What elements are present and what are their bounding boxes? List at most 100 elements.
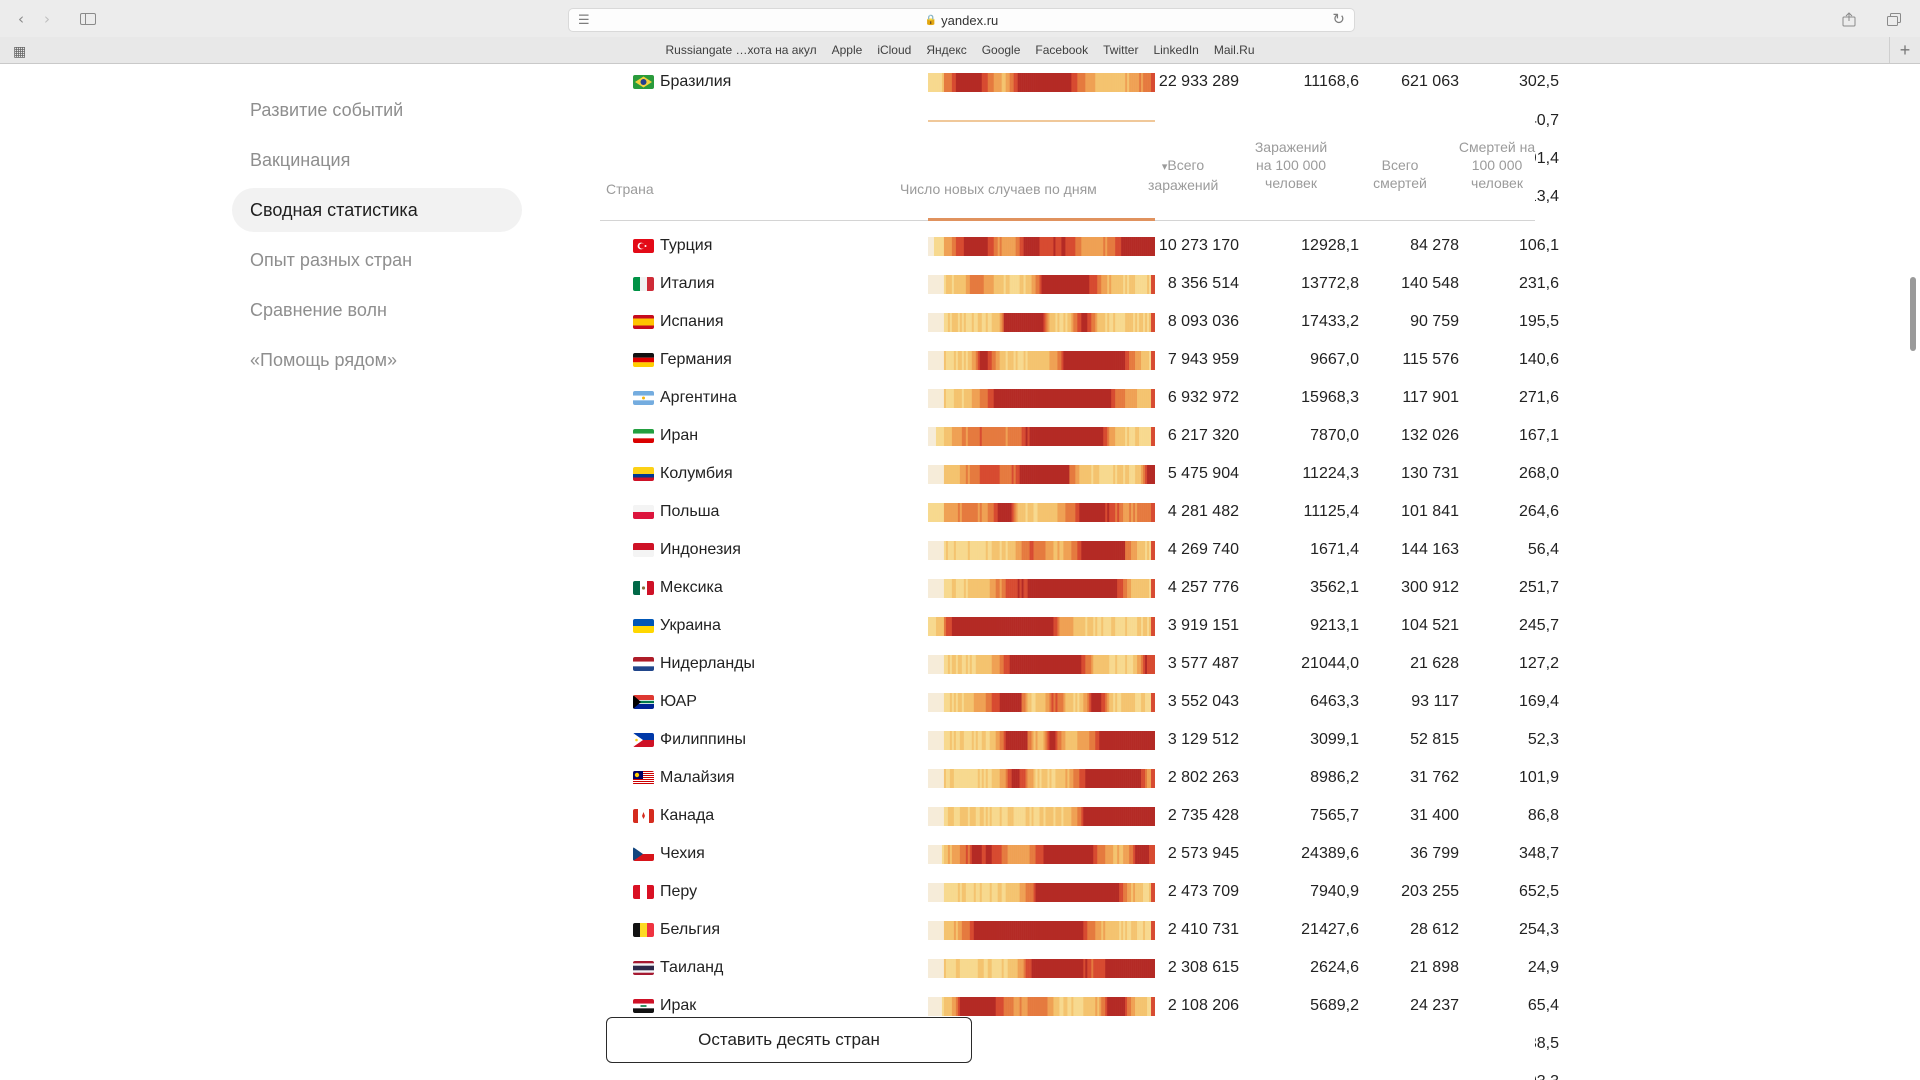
country-name: Испания [660, 313, 724, 330]
daily-cases-cell [928, 883, 1156, 902]
daily-cases-heatmap[interactable] [928, 503, 1156, 522]
table-row[interactable]: Перу 2 473 709 7940,9 203 255 652,5 [600, 873, 1560, 911]
table-row[interactable]: Польша 4 281 482 11125,4 101 841 264,6 [600, 493, 1560, 531]
bookmark-item[interactable]: Russiangate …хота на акул [665, 43, 817, 57]
table-row[interactable]: Нидерланды 3 577 487 21044,0 21 628 127,2 [600, 645, 1560, 683]
header-total-deaths[interactable]: Всего смертей [1364, 156, 1436, 192]
reload-icon[interactable]: ↻ [1332, 11, 1345, 28]
total-cases-cell: 22 933 289 [1158, 73, 1239, 90]
back-button[interactable]: ‹ [10, 9, 32, 29]
grid-icon[interactable]: ▦ [13, 43, 27, 59]
table-row[interactable]: Чехия 2 573 945 24389,6 36 799 348,7 [600, 835, 1560, 873]
country-flag [633, 619, 654, 633]
keep-ten-countries-button[interactable]: Оставить десять стран [606, 1017, 972, 1063]
new-tab-button[interactable]: + [1889, 37, 1920, 63]
bookmark-item[interactable]: Twitter [1103, 43, 1139, 57]
daily-cases-heatmap[interactable] [928, 921, 1156, 940]
sidebar-item[interactable]: Развитие событий [232, 88, 522, 132]
cases-per-100k-cell: 12928,1 [1301, 237, 1359, 254]
daily-cases-heatmap[interactable] [928, 731, 1156, 750]
daily-cases-heatmap[interactable] [928, 465, 1156, 484]
total-cases-cell: 2 802 263 [1167, 769, 1239, 786]
table-row[interactable]: Канада 2 735 428 7565,7 31 400 86,8 [600, 797, 1560, 835]
bookmark-item[interactable]: Apple [831, 43, 863, 57]
table-row[interactable]: ЮАР 3 552 043 6463,3 93 117 169,4 [600, 683, 1560, 721]
daily-cases-heatmap[interactable] [928, 237, 1156, 256]
bookmark-item[interactable]: Mail.Ru [1213, 43, 1255, 57]
table-row[interactable]: Индонезия 4 269 740 1671,4 144 163 56,4 [600, 531, 1560, 569]
country-name: Канада [660, 807, 715, 824]
table-row[interactable]: Ирак 2 108 206 5689,2 24 237 65,4 [600, 987, 1560, 1025]
total-deaths-cell: 300 912 [1401, 579, 1459, 596]
daily-cases-cell [928, 959, 1156, 978]
country-name: Перу [660, 883, 698, 900]
header-daily-cases[interactable]: Число новых случаев по дням [900, 180, 1200, 198]
sidebar-item[interactable]: Опыт разных стран [232, 238, 522, 282]
table-row[interactable]: Турция 10 273 170 12928,1 84 278 106,1 [600, 227, 1560, 265]
daily-cases-heatmap[interactable] [928, 883, 1156, 902]
daily-cases-heatmap[interactable] [928, 807, 1156, 826]
header-total-cases[interactable]: ▾Всего заражений [1148, 156, 1218, 194]
bookmark-item[interactable]: Facebook [1035, 43, 1089, 57]
table-row[interactable]: Иран 6 217 320 7870,0 132 026 167,1 [600, 417, 1560, 455]
daily-cases-heatmap[interactable] [928, 959, 1156, 978]
daily-cases-heatmap[interactable] [928, 845, 1156, 864]
total-deaths-cell: 132 026 [1401, 427, 1459, 444]
daily-cases-heatmap[interactable] [928, 579, 1156, 598]
scrollbar-thumb[interactable] [1910, 277, 1916, 351]
address-bar[interactable]: ☰ 🔒 yandex.ru ↻ [568, 8, 1355, 32]
country-flag [633, 847, 654, 861]
page-scrollbar[interactable] [1906, 63, 1920, 1080]
country-flag [633, 239, 654, 253]
sidebar-item[interactable]: Сравнение волн [232, 288, 522, 332]
bookmark-item[interactable]: LinkedIn [1153, 43, 1199, 57]
daily-cases-heatmap[interactable] [928, 769, 1156, 788]
table-row[interactable]: Бельгия 2 410 731 21427,6 28 612 254,3 [600, 911, 1560, 949]
country-name: Чехия [660, 845, 705, 862]
header-deaths-per-100k[interactable]: Смертей на 100 000 человек [1452, 138, 1542, 192]
daily-cases-heatmap[interactable] [928, 351, 1156, 370]
country-name: Малайзия [660, 769, 735, 786]
table-row[interactable]: Колумбия 5 475 904 11224,3 130 731 268,0 [600, 455, 1560, 493]
table-row[interactable]: Мексика 4 257 776 3562,1 300 912 251,7 [600, 569, 1560, 607]
daily-cases-heatmap[interactable] [928, 997, 1156, 1016]
table-row[interactable]: Германия 7 943 959 9667,0 115 576 140,6 [600, 341, 1560, 379]
daily-cases-heatmap[interactable] [928, 617, 1156, 636]
header-deaths-per-100k-label: Смертей на 100 000 человек [1458, 139, 1536, 191]
country-name: Индонезия [660, 541, 741, 558]
share-button[interactable] [1834, 9, 1864, 29]
daily-cases-heatmap[interactable] [928, 427, 1156, 446]
header-cases-per-100k[interactable]: Заражений на 100 000 человек [1246, 138, 1336, 192]
table-row[interactable]: Италия 8 356 514 13772,8 140 548 231,6 [600, 265, 1560, 303]
sidebar-item[interactable]: Вакцинация [232, 138, 522, 182]
daily-cases-heatmap[interactable] [928, 73, 1156, 92]
header-country[interactable]: Страна [606, 180, 806, 198]
table-row[interactable]: Таиланд 2 308 615 2624,6 21 898 24,9 [600, 949, 1560, 987]
sidebar-toggle-button[interactable] [72, 9, 104, 29]
bookmark-item[interactable]: Google [981, 43, 1021, 57]
sidebar-item[interactable]: Сводная статистика [232, 188, 522, 232]
daily-cases-heatmap[interactable] [928, 313, 1156, 332]
daily-cases-heatmap[interactable] [928, 275, 1156, 294]
total-cases-cell: 8 093 036 [1167, 313, 1239, 330]
table-row[interactable]: Малайзия 2 802 263 8986,2 31 762 101,9 [600, 759, 1560, 797]
bookmark-item[interactable]: Яндекс [926, 43, 967, 57]
table-row[interactable]: Испания 8 093 036 17433,2 90 759 195,5 [600, 303, 1560, 341]
sidebar-item[interactable]: «Помощь рядом» [232, 338, 522, 382]
reader-icon[interactable]: ☰ [578, 12, 590, 27]
tabs-button[interactable] [1879, 9, 1909, 29]
bookmark-item[interactable]: iCloud [877, 43, 912, 57]
forward-button[interactable]: › [36, 9, 58, 29]
daily-cases-heatmap[interactable] [928, 655, 1156, 674]
table-row[interactable]: Аргентина 6 932 972 15968,3 117 901 271,6 [600, 379, 1560, 417]
country-flag [633, 391, 654, 405]
table-row[interactable]: Бразилия 22 933 289 11168,6 621 063 302,5 [600, 63, 1560, 101]
daily-cases-heatmap[interactable] [928, 389, 1156, 408]
daily-cases-heatmap[interactable] [928, 541, 1156, 560]
daily-cases-cell [928, 731, 1156, 750]
total-cases-cell: 3 552 043 [1167, 693, 1239, 710]
deaths-per-100k-cell: 231,6 [1518, 275, 1559, 292]
daily-cases-heatmap[interactable] [928, 693, 1156, 712]
table-row[interactable]: Филиппины 3 129 512 3099,1 52 815 52,3 [600, 721, 1560, 759]
table-row[interactable]: Украина 3 919 151 9213,1 104 521 245,7 [600, 607, 1560, 645]
